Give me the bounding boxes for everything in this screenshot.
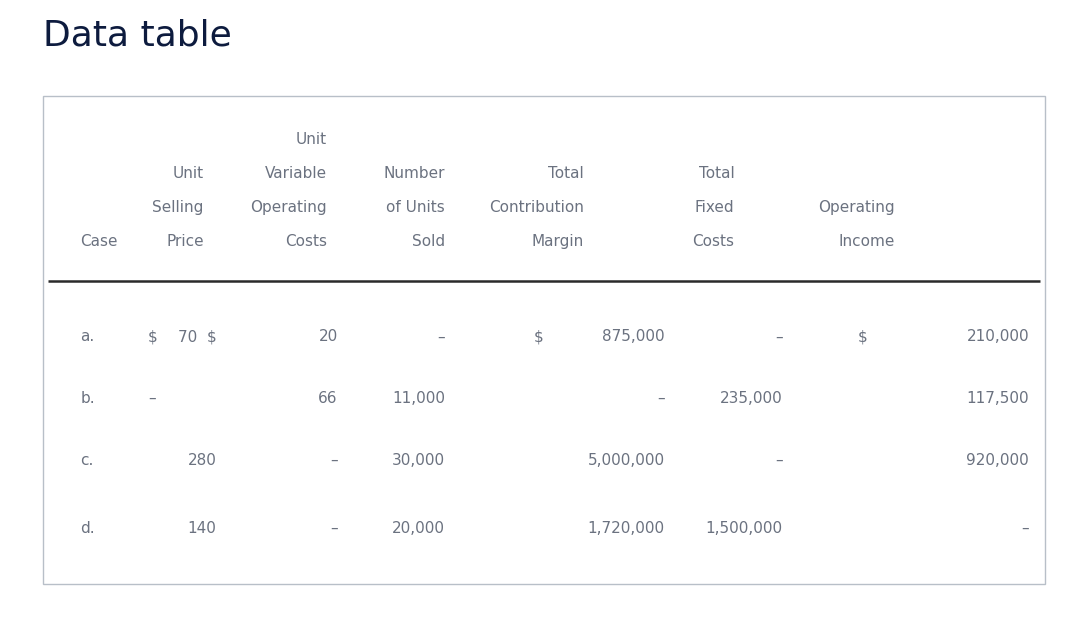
Text: –: –	[1022, 521, 1029, 536]
Text: –: –	[775, 329, 783, 344]
Text: Operating: Operating	[819, 200, 895, 214]
Text: Fixed: Fixed	[695, 200, 734, 214]
Text: –: –	[330, 453, 338, 468]
Text: $: $	[858, 329, 867, 344]
Text: Total: Total	[699, 166, 734, 180]
Text: 235,000: 235,000	[719, 391, 783, 406]
Text: 1,720,000: 1,720,000	[587, 521, 665, 536]
Text: Price: Price	[166, 234, 204, 248]
Text: a.: a.	[80, 329, 94, 344]
Text: 210,000: 210,000	[967, 329, 1029, 344]
Text: 117,500: 117,500	[967, 391, 1029, 406]
Text: Total: Total	[549, 166, 584, 180]
Text: c.: c.	[80, 453, 93, 468]
Text: Variable: Variable	[265, 166, 327, 180]
Text: $: $	[148, 329, 158, 344]
Text: Selling: Selling	[152, 200, 204, 214]
Text: Income: Income	[838, 234, 895, 248]
Text: 11,000: 11,000	[392, 391, 445, 406]
Text: –: –	[330, 521, 338, 536]
Text: 280: 280	[188, 453, 217, 468]
Text: 5,000,000: 5,000,000	[587, 453, 665, 468]
Text: Number: Number	[384, 166, 445, 180]
Text: 140: 140	[188, 521, 217, 536]
Text: 920,000: 920,000	[966, 453, 1029, 468]
Text: –: –	[437, 329, 445, 344]
Text: –: –	[148, 391, 155, 406]
Text: 66: 66	[318, 391, 338, 406]
Text: Sold: Sold	[412, 234, 445, 248]
Text: Unit: Unit	[296, 132, 327, 146]
Text: Contribution: Contribution	[489, 200, 584, 214]
Text: 20,000: 20,000	[392, 521, 445, 536]
Text: Costs: Costs	[285, 234, 327, 248]
Text: b.: b.	[80, 391, 95, 406]
Text: –: –	[775, 453, 783, 468]
Text: Operating: Operating	[251, 200, 327, 214]
Text: Case: Case	[80, 234, 118, 248]
Text: $: $	[534, 329, 544, 344]
Text: of Units: of Units	[386, 200, 445, 214]
Text: d.: d.	[80, 521, 95, 536]
Text: Unit: Unit	[173, 166, 204, 180]
Text: Margin: Margin	[532, 234, 584, 248]
Text: 70  $: 70 $	[178, 329, 217, 344]
Text: –: –	[657, 391, 665, 406]
Text: 875,000: 875,000	[602, 329, 665, 344]
Text: Costs: Costs	[693, 234, 734, 248]
Text: 1,500,000: 1,500,000	[705, 521, 783, 536]
Text: Data table: Data table	[43, 19, 232, 53]
Text: 30,000: 30,000	[391, 453, 445, 468]
Text: 20: 20	[318, 329, 338, 344]
